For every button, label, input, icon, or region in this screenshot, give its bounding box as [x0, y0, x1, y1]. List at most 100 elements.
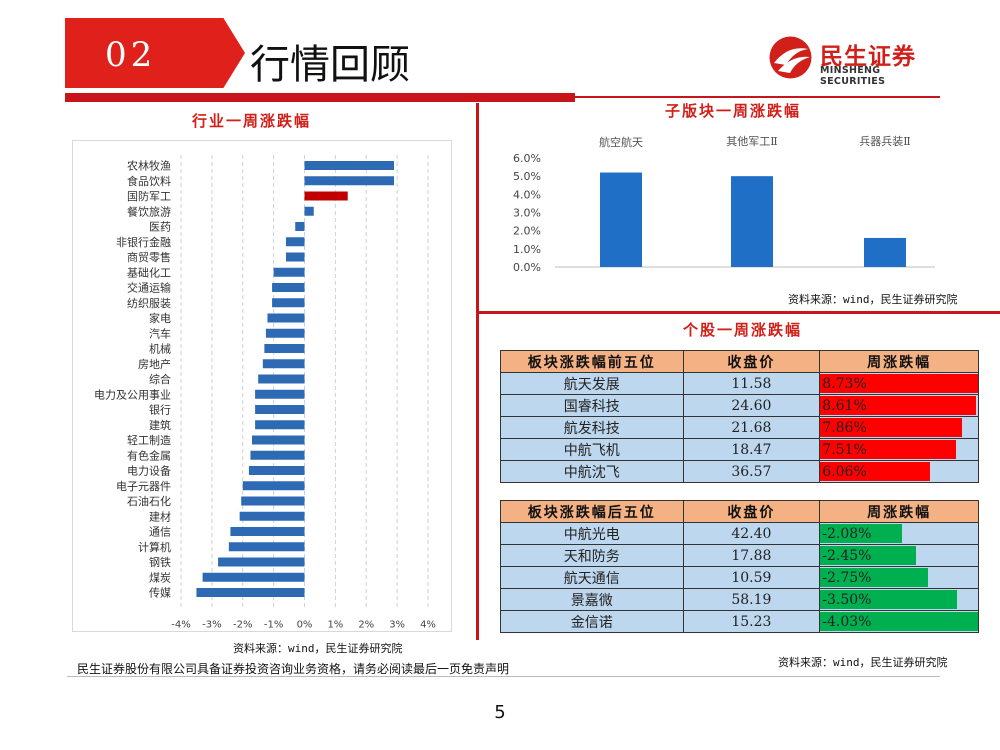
industry-bar	[258, 374, 305, 384]
top5-stock-name: 航天发展	[500, 372, 684, 395]
bottom5-close-price: 42.40	[682, 522, 821, 545]
industry-bar	[241, 496, 305, 506]
industry-label: 电力设备	[127, 464, 171, 478]
x-tick-label: -4%	[171, 619, 190, 630]
bottom5-change-cell: -2.45%	[819, 544, 979, 567]
bottom5-col-change: 周涨跌幅	[819, 500, 979, 523]
industry-bar	[295, 222, 305, 231]
x-tick-label: -3%	[202, 619, 221, 630]
bottom5-change-value: -3.50%	[822, 591, 872, 608]
industry-bar	[255, 389, 305, 399]
top5-stock-name: 国睿科技	[500, 394, 684, 417]
industry-label: 计算机	[138, 540, 171, 554]
top5-change-bar	[820, 418, 963, 437]
industry-label: 农林牧渔	[127, 159, 171, 173]
industry-label: 家电	[149, 311, 171, 325]
industry-bar	[202, 572, 305, 582]
bottom5-change-cell: -2.75%	[819, 566, 979, 589]
bottom5-col-close: 收盘价	[682, 500, 821, 523]
bottom5-header-row: 板块涨跌幅后五位 收盘价 周涨跌幅	[500, 500, 979, 523]
industry-label: 银行	[149, 403, 171, 417]
industry-label: 餐饮旅游	[127, 204, 171, 218]
industry-bar	[248, 466, 305, 475]
top5-close-price: 18.47	[682, 438, 821, 461]
header-divider-thin	[575, 96, 940, 98]
logo-mark-icon	[769, 36, 812, 79]
top5-change-value: 8.73%	[822, 375, 867, 392]
bottom5-change-cell: -3.50%	[819, 588, 979, 611]
bottom5-close-price: 58.19	[682, 588, 821, 611]
y-tick-label: 5.0%	[513, 170, 541, 183]
x-tick-label: 3%	[389, 619, 405, 630]
industry-label: 基础化工	[127, 265, 171, 279]
top5-change-value: 7.86%	[822, 419, 867, 436]
bottom5-stock-name: 景嘉微	[500, 588, 684, 611]
top5-change-value: 7.51%	[822, 441, 867, 458]
top5-col-change: 周涨跌幅	[819, 350, 979, 373]
x-tick-label: -2%	[233, 619, 252, 630]
x-tick-label: 2%	[358, 619, 374, 630]
bottom5-row: 天和防务 17.88 -2.45%	[500, 544, 979, 567]
industry-label: 汽车	[149, 326, 171, 340]
footer-disclaimer: 民生证券股份有限公司具备证券投资咨询业务资格，请务必阅读最后一页免责声明	[77, 662, 510, 676]
industry-bar	[262, 359, 305, 369]
industry-label: 煤炭	[149, 571, 171, 584]
logo-text-cn: 民生证券	[820, 44, 916, 70]
subsector-bar-chart: 0.0% 1.0% 2.0% 3.0% 4.0% 5.0% 6.0% 航空航天 其他军工Ⅱ 兵器兵…	[513, 135, 935, 274]
industry-label: 医药	[149, 221, 171, 234]
industry-chart-source: 资料来源：wind，民生证券研究院	[233, 642, 403, 655]
right-horizontal-divider	[479, 311, 1000, 314]
top5-close-price: 24.60	[682, 394, 821, 417]
vertical-divider	[476, 103, 479, 640]
industry-label: 非银行金融	[116, 235, 171, 249]
bottom5-row: 中航光电 42.40 -2.08%	[500, 522, 979, 545]
y-tick-label: 6.0%	[513, 152, 541, 165]
industry-bar	[285, 252, 305, 262]
top5-col-close: 收盘价	[682, 350, 821, 373]
top5-row: 中航飞机 18.47 7.51%	[500, 438, 979, 461]
industry-label: 传媒	[149, 587, 171, 600]
bottom5-stock-name: 中航光电	[500, 522, 684, 545]
top5-close-price: 21.68	[682, 416, 821, 439]
bottom5-close-price: 15.23	[682, 610, 821, 633]
top5-change-bar	[820, 462, 930, 481]
bottom5-change-bar	[820, 612, 978, 631]
subsector-bar	[731, 176, 773, 267]
stock-table-title: 个股一周涨跌幅	[683, 321, 803, 339]
industry-bar	[242, 481, 305, 491]
industry-label: 轻工制造	[127, 433, 171, 447]
top5-stock-name: 航发科技	[500, 416, 684, 439]
industry-label: 电力及公用事业	[94, 388, 171, 401]
top5-change-cell: 7.51%	[819, 438, 979, 461]
y-tick-label: 2.0%	[513, 225, 541, 238]
industry-bar	[255, 420, 305, 430]
x-tick-label: 4%	[420, 619, 436, 630]
y-tick-label: 4.0%	[513, 188, 541, 201]
top5-close-price: 11.58	[682, 372, 821, 395]
bottom5-stock-name: 航天通信	[500, 566, 684, 589]
top5-row: 国睿科技 24.60 8.61%	[500, 394, 979, 417]
industry-label: 纺织服装	[127, 296, 171, 310]
top5-change-bar	[820, 440, 956, 459]
industry-label: 建材	[149, 509, 171, 523]
bottom5-change-value: -2.75%	[822, 569, 872, 586]
top5-row: 航发科技 21.68 7.86%	[500, 416, 979, 439]
top5-stock-name: 中航沈飞	[500, 460, 684, 483]
industry-bar	[304, 161, 395, 170]
bottom5-change-value: -2.45%	[822, 547, 872, 564]
bottom5-change-bar	[820, 524, 902, 543]
industry-bar	[285, 237, 305, 247]
page-number: 5	[494, 702, 506, 723]
bottom5-close-price: 17.88	[682, 544, 821, 567]
bottom5-row: 景嘉微 58.19 -3.50%	[500, 588, 979, 611]
subsector-label: 其他军工Ⅱ	[726, 135, 777, 148]
industry-label: 电子元器件	[116, 480, 171, 493]
top5-table: 板块涨跌幅前五位 收盘价 周涨跌幅 航天发展 11.58 8.73% 国睿科技 24.6…	[500, 350, 979, 483]
industry-bar	[252, 435, 305, 445]
industry-bar	[272, 283, 305, 292]
bottom5-change-value: -4.03%	[822, 613, 872, 630]
top5-change-value: 6.06%	[822, 463, 867, 480]
x-tick-label: 0%	[297, 619, 313, 630]
bottom5-row: 航天通信 10.59 -2.75%	[500, 566, 979, 589]
industry-chart-title: 行业一周涨跌幅	[192, 112, 312, 130]
